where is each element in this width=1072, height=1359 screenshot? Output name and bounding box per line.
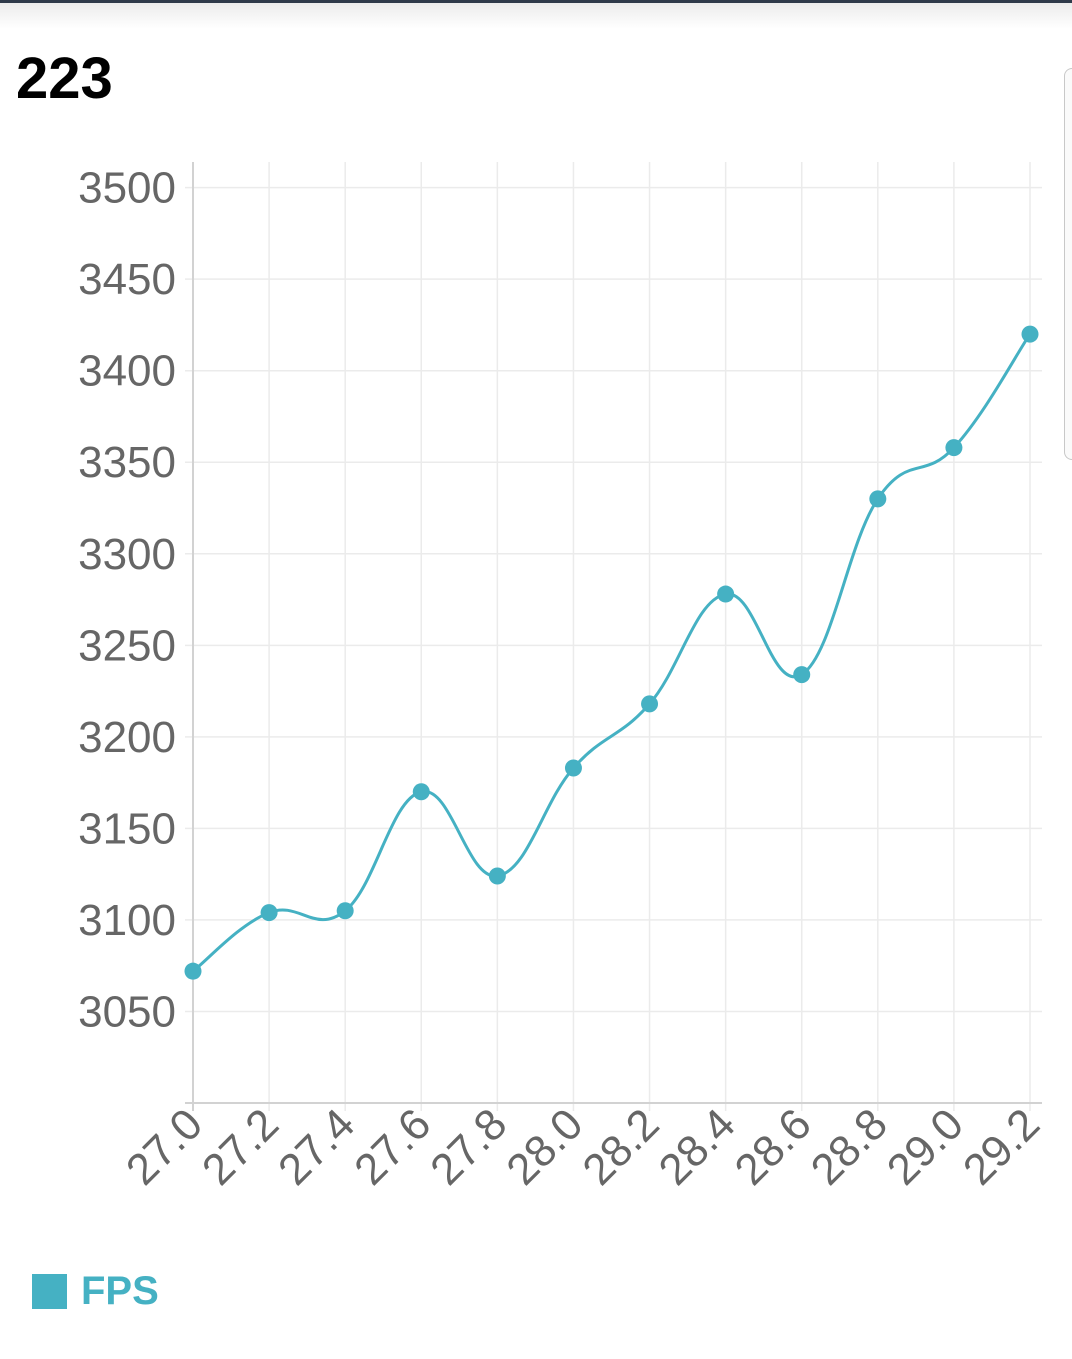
data-point-fps	[488, 867, 506, 885]
legend-swatch-icon	[32, 1273, 67, 1309]
data-point-fps	[564, 759, 582, 777]
y-tick-label: 3500	[78, 164, 176, 213]
x-tick-label: 27.6	[345, 1099, 440, 1194]
y-tick-label: 3150	[78, 804, 176, 853]
chart-grid	[185, 162, 1042, 1111]
y-tick-label: 3050	[78, 987, 176, 1036]
data-point-fps	[260, 904, 278, 922]
y-tick-label: 3100	[78, 896, 176, 945]
window-top-edge	[0, 0, 1072, 3]
x-tick-label: 28.6	[726, 1099, 821, 1194]
data-point-fps	[1021, 325, 1039, 343]
x-tick-label: 27.2	[193, 1099, 288, 1194]
y-tick-label: 3200	[78, 713, 176, 762]
data-point-fps	[793, 666, 811, 684]
x-tick-label: 29.2	[954, 1099, 1049, 1194]
x-tick-label: 27.4	[269, 1099, 364, 1194]
data-point-fps	[945, 439, 963, 457]
data-point-fps	[336, 902, 354, 920]
data-point-fps	[641, 695, 659, 713]
x-axis-tick-labels: 27.027.227.427.627.828.028.228.428.628.8…	[117, 1099, 1049, 1194]
y-tick-label: 3300	[78, 530, 176, 579]
x-tick-label: 27.0	[117, 1099, 212, 1194]
chart-series	[184, 325, 1039, 980]
x-tick-label: 29.0	[878, 1099, 973, 1194]
x-tick-label: 28.0	[497, 1099, 592, 1194]
chart-axes	[185, 162, 1042, 1111]
header-shadow	[0, 3, 1072, 29]
y-tick-label: 3400	[78, 347, 176, 396]
data-point-fps	[184, 962, 202, 980]
x-tick-label: 28.8	[802, 1099, 897, 1194]
data-point-fps	[717, 585, 735, 603]
x-tick-label: 28.4	[650, 1099, 745, 1194]
page-title: 223	[16, 46, 113, 111]
y-tick-label: 3450	[78, 255, 176, 304]
y-tick-label: 3350	[78, 438, 176, 487]
y-axis-tick-labels: 3050 3100 3150 3200 3250 3300 3350 3400 3450 3500	[78, 164, 176, 1037]
series-line-fps	[192, 333, 1032, 973]
data-point-fps	[869, 490, 887, 508]
data-point-fps	[412, 783, 430, 801]
y-tick-label: 3250	[78, 621, 176, 670]
legend-label-fps: FPS	[81, 1268, 159, 1313]
chart-legend: FPS	[32, 1266, 159, 1316]
x-tick-label: 27.8	[421, 1099, 516, 1194]
x-tick-label: 28.2	[573, 1099, 668, 1194]
